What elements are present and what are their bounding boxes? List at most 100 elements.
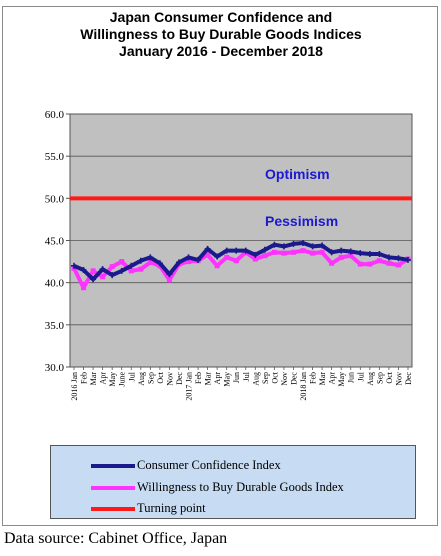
series-willingness-point xyxy=(319,249,325,255)
annotation-pessimism: Pessimism xyxy=(265,213,338,229)
series-consumer-confidence-point xyxy=(214,253,221,260)
series-consumer-confidence-point xyxy=(319,242,326,249)
series-consumer-confidence-point xyxy=(233,247,240,254)
x-tick-label: Jul xyxy=(127,371,136,381)
chart-title-line-3: January 2016 - December 2018 xyxy=(119,43,323,59)
series-willingness-point xyxy=(271,249,277,255)
x-tick-label: Apr xyxy=(213,372,222,385)
series-consumer-confidence-point xyxy=(128,262,135,269)
series-consumer-confidence-point xyxy=(300,240,307,247)
series-willingness-point xyxy=(329,260,335,266)
y-tick-label: 30.0 xyxy=(45,362,65,374)
series-consumer-confidence-point xyxy=(328,249,335,256)
series-consumer-confidence-point xyxy=(99,266,106,273)
series-willingness-point xyxy=(376,258,382,264)
x-tick-label: Mar xyxy=(89,372,98,386)
x-tick-label: Feb xyxy=(80,372,89,384)
series-willingness-point xyxy=(262,253,268,259)
series-willingness-point xyxy=(300,248,306,254)
legend-swatch-turning-point xyxy=(91,507,135,511)
series-consumer-confidence-point xyxy=(357,250,364,257)
x-tick-label: Nov xyxy=(280,372,289,386)
legend-label-willingness: Willingness to Buy Durable Goods Index xyxy=(137,480,344,494)
x-tick-label: Jul xyxy=(356,371,365,381)
x-tick-label: 2016 Jan xyxy=(70,372,79,401)
series-willingness-point xyxy=(233,258,239,264)
series-consumer-confidence-point xyxy=(290,240,297,247)
x-tick-label: Jun xyxy=(232,372,241,383)
series-consumer-confidence-point xyxy=(137,257,144,264)
x-tick-label: Jul xyxy=(242,371,251,381)
x-tick-label: Aug xyxy=(137,372,146,386)
series-consumer-confidence-point xyxy=(376,250,383,257)
x-tick-label: Aug xyxy=(366,372,375,386)
x-tick-label: Feb xyxy=(309,372,318,384)
x-tick-label: Nov xyxy=(165,372,174,386)
series-willingness-point xyxy=(128,268,134,274)
series-layer xyxy=(70,196,412,291)
series-willingness-point xyxy=(290,249,296,255)
series-willingness-point xyxy=(109,264,115,270)
x-tick-label: Mar xyxy=(204,372,213,386)
series-willingness-point xyxy=(224,254,230,260)
y-tick-labels: 60.0 55.0 50.0 45.0 40.0 35.0 30.0 xyxy=(45,109,65,374)
series-willingness-point xyxy=(81,285,87,291)
chart-svg: 60.055.050.045.040.035.030.0 2016 Jan Feb… xyxy=(45,109,413,401)
series-consumer-confidence-point xyxy=(366,250,373,257)
legend-item-willingness: Willingness to Buy Durable Goods Index xyxy=(51,478,415,496)
series-willingness-point xyxy=(357,261,363,267)
x-tick-label: Sep xyxy=(261,372,270,384)
series-willingness-point xyxy=(252,256,258,262)
series-willingness-point xyxy=(186,259,192,265)
series-consumer-confidence-point xyxy=(147,254,154,261)
x-tick-label: Jun xyxy=(347,372,356,383)
series-consumer-confidence-point xyxy=(71,262,77,269)
series-consumer-confidence-point xyxy=(90,276,97,283)
series-willingness-point xyxy=(138,266,144,272)
series-consumer-confidence-point xyxy=(338,247,345,254)
legend-swatch-consumer-confidence xyxy=(91,464,135,468)
y-tick-label: 50.0 xyxy=(45,193,65,205)
x-tick-label: Sep xyxy=(146,372,155,384)
series-willingness-point xyxy=(166,277,172,283)
x-tick-label: 2017 Jan xyxy=(185,372,194,401)
series-willingness-point xyxy=(119,259,125,265)
legend: Consumer Confidence Index Willingness to… xyxy=(50,445,416,519)
x-tick-label: May xyxy=(337,372,346,387)
x-tick-label: Apr xyxy=(99,372,108,385)
series-consumer-confidence-point xyxy=(405,256,411,263)
chart-frame: Japan Consumer Confidence and Willingnes… xyxy=(2,6,438,526)
series-consumer-confidence-point xyxy=(185,254,192,261)
series-consumer-confidence-point xyxy=(223,247,230,254)
chart-title-line-1: Japan Consumer Confidence and xyxy=(109,9,333,25)
series-consumer-confidence-point xyxy=(261,246,268,253)
x-tick-labels: 2016 Jan Feb Mar Apr May June Jul Aug Sep Oct Nov D… xyxy=(70,371,413,400)
series-consumer-confidence-point xyxy=(80,267,87,274)
series-consumer-confidence-point xyxy=(109,272,116,279)
series-consumer-confidence-point xyxy=(118,267,125,274)
x-tick-label: Dec xyxy=(289,372,298,385)
annotation-optimism: Optimism xyxy=(265,166,330,182)
chart-title-line-2: Willingness to Buy Durable Goods Indices xyxy=(80,26,362,42)
x-tick-label: Dec xyxy=(404,372,413,385)
y-tick-label: 45.0 xyxy=(45,236,65,248)
series-consumer-confidence-point xyxy=(271,241,278,248)
series-willingness-point xyxy=(348,253,354,259)
x-tick-label: Mar xyxy=(318,372,327,386)
series-consumer-confidence-point xyxy=(252,251,259,258)
series-willingness-point xyxy=(281,250,287,256)
series-willingness-point xyxy=(90,268,96,274)
legend-label-consumer-confidence: Consumer Confidence Index xyxy=(137,458,281,472)
x-tick-label: Aug xyxy=(251,372,260,386)
x-tick-label: June xyxy=(118,372,127,387)
x-tick-label: 2018 Jan xyxy=(299,372,308,401)
series-willingness-point xyxy=(395,262,401,268)
legend-swatch-willingness xyxy=(91,486,135,490)
x-tick-label: Nov xyxy=(394,372,403,386)
y-tick-label: 35.0 xyxy=(45,320,65,332)
series-willingness-point xyxy=(147,259,153,265)
series-consumer-confidence-point xyxy=(175,259,182,266)
x-tick-label: Feb xyxy=(194,372,203,384)
series-willingness-point xyxy=(205,252,211,258)
series-willingness-point xyxy=(310,250,316,256)
